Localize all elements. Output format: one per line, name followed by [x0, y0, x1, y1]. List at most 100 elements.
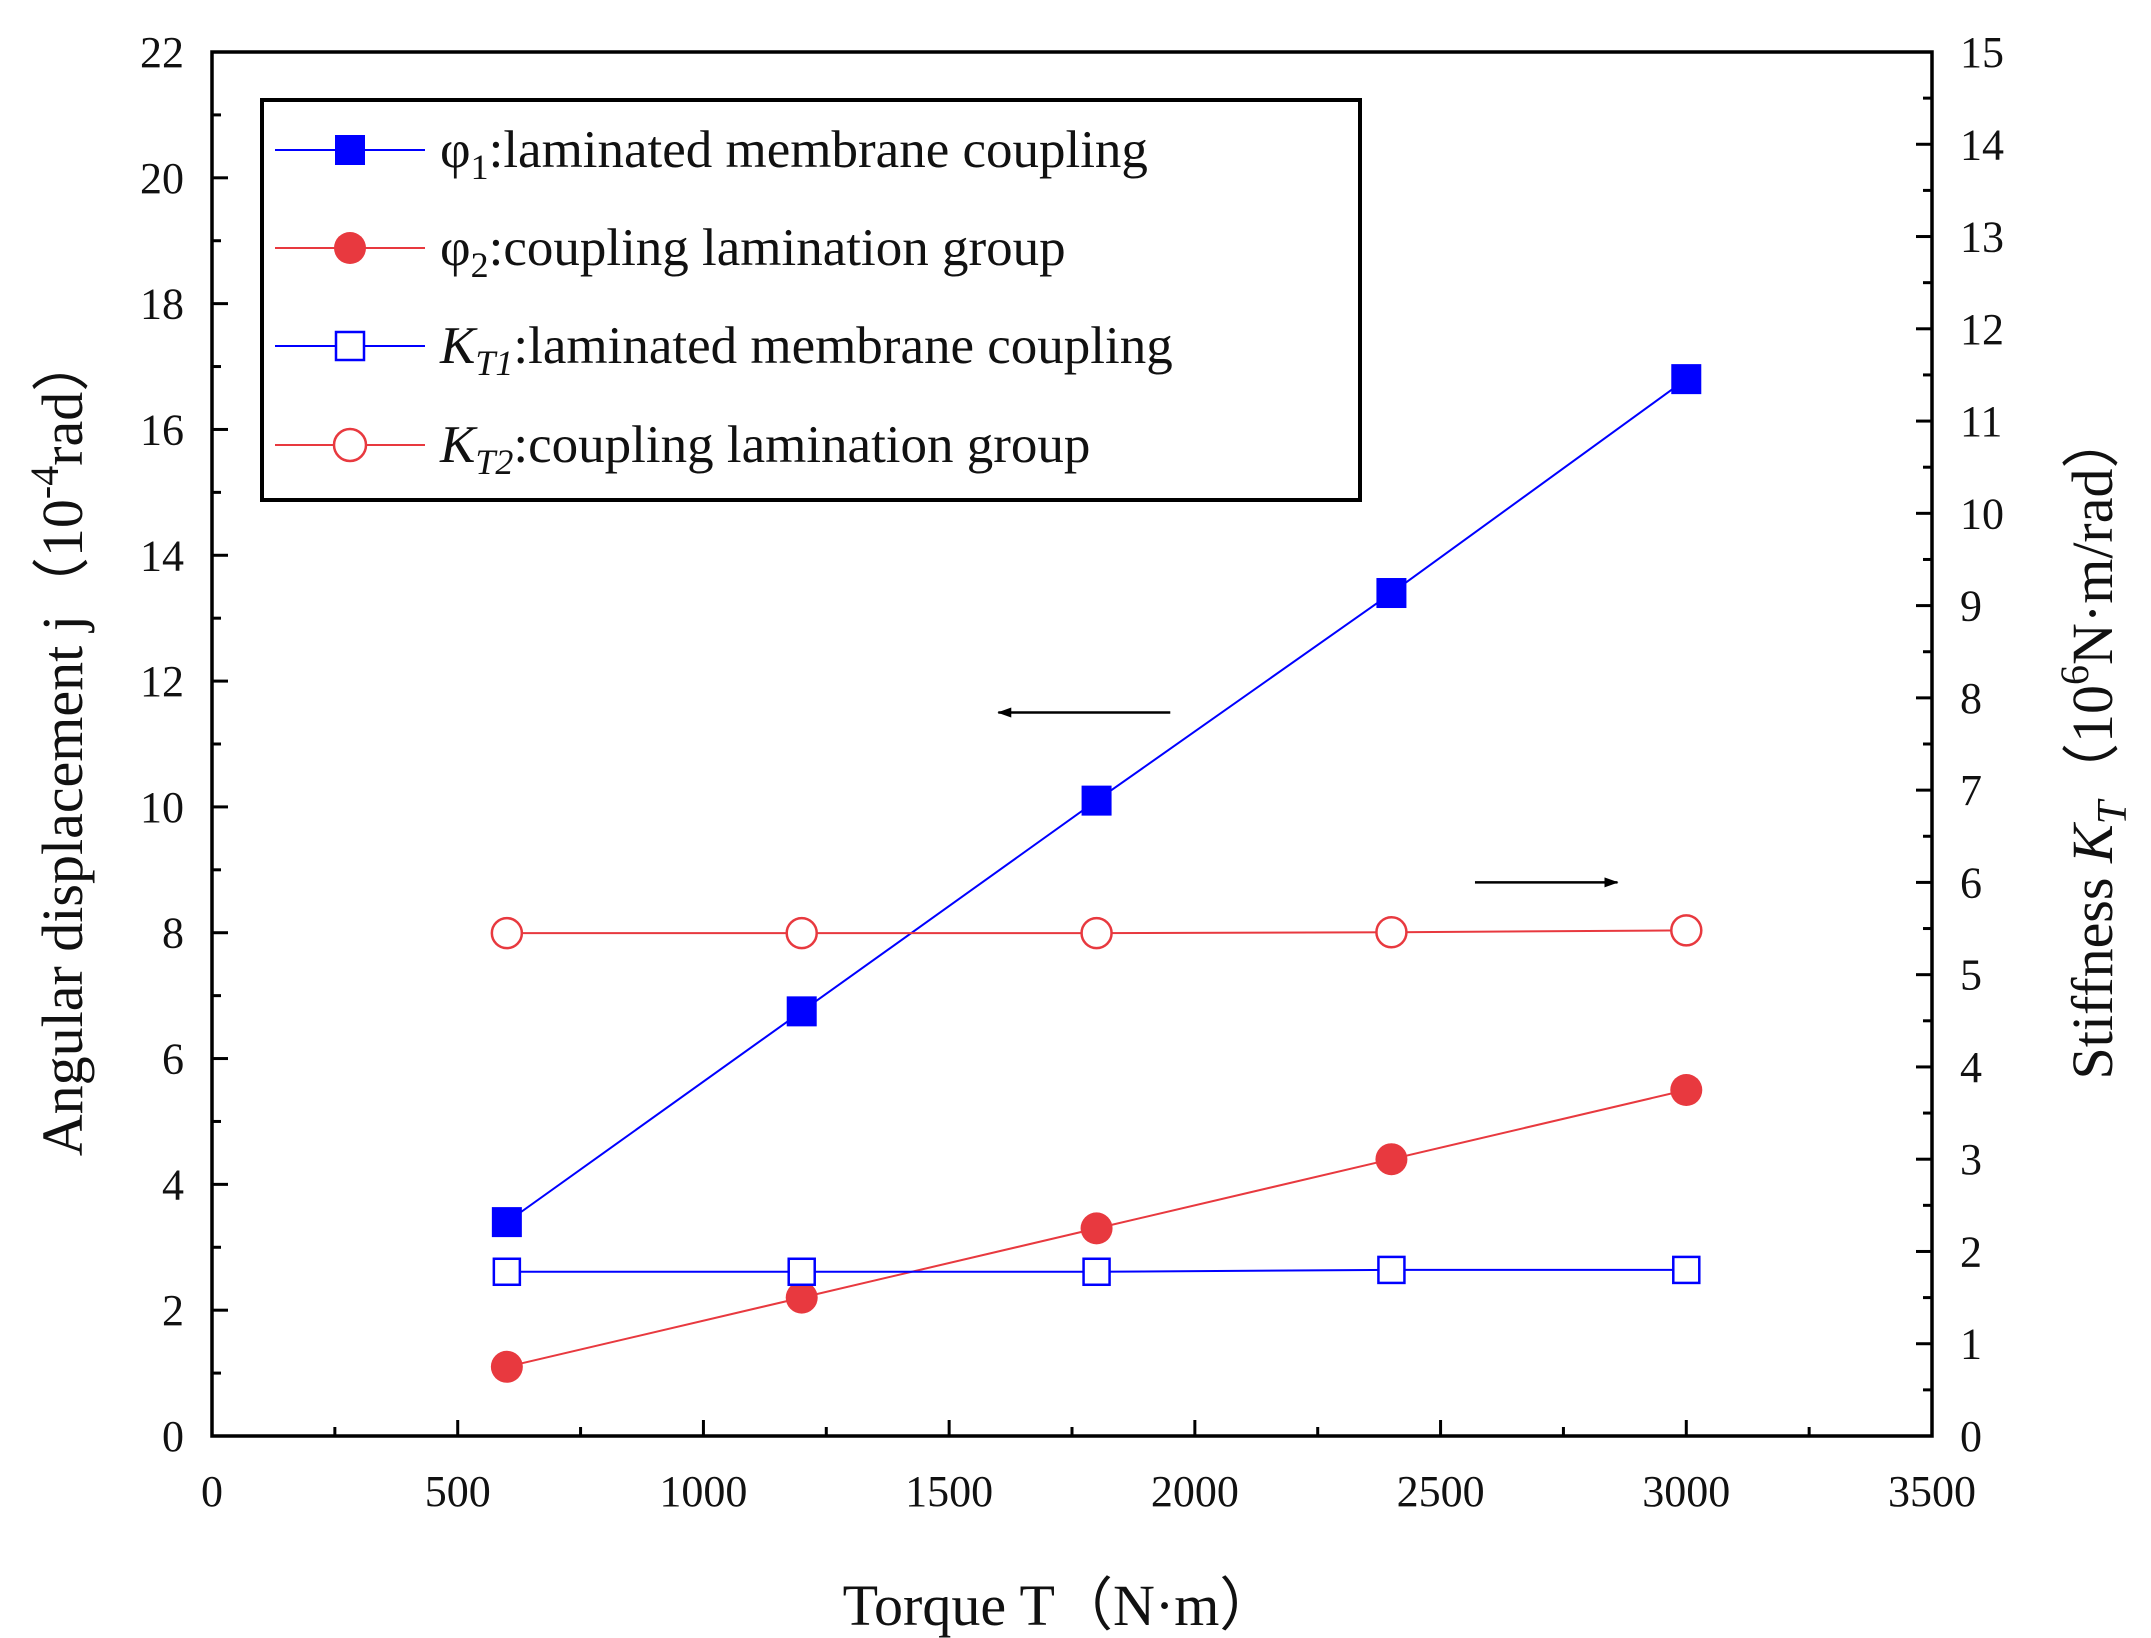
x-tick-label: 2500 [1397, 1467, 1485, 1516]
data-point-kt1 [1082, 1257, 1111, 1287]
y-left-tick-label: 16 [140, 405, 184, 454]
data-point-phi1 [491, 1207, 522, 1238]
svg-text:φ1:laminated membrane coupling: φ1:laminated membrane coupling [440, 121, 1148, 187]
svg-text:KT1:laminated membrane couplin: KT1:laminated membrane coupling [439, 317, 1173, 383]
legend-marker-filled-circle-icon [334, 232, 366, 264]
y-right-tick-label: 8 [1960, 674, 1982, 723]
y-left-tick-label: 2 [162, 1286, 184, 1335]
data-point-kt1 [1377, 1255, 1406, 1285]
data-point-kt2 [490, 916, 524, 950]
data-point-kt1 [492, 1257, 522, 1287]
plot-frame [210, 50, 1934, 1438]
legend-phi2-sub: 2 [471, 245, 489, 285]
y-left-tick-label: 14 [140, 531, 184, 580]
y-left-tick-label: 22 [140, 28, 184, 77]
y-right-tick-label: 6 [1960, 858, 1982, 907]
y-right-title-sub: T [2090, 798, 2136, 824]
y-left-tick-label: 18 [140, 280, 184, 329]
legend-entry-phi2: φ2:coupling lamination group [275, 219, 1066, 285]
x-tick-label: 2000 [1151, 1467, 1239, 1516]
data-point-phi1 [1081, 785, 1112, 816]
data-point-phi2 [1080, 1212, 1113, 1245]
y-left-tick-label: 0 [162, 1412, 184, 1461]
legend-phi2-text: :coupling lamination group [489, 219, 1066, 277]
series-kt1 [492, 1255, 1701, 1287]
y-left-tick-label: 20 [140, 154, 184, 203]
y-right-title-sup: 6 [2052, 665, 2097, 685]
y-right-title-main: Stiffness [2060, 863, 2125, 1079]
y-right-axis-title: Stiffness KT（106N·m/rad） [2052, 410, 2136, 1079]
legend-kt2-sub: T2 [475, 442, 513, 482]
y-right-title-mid: （10 [2060, 685, 2125, 801]
data-point-phi2 [1670, 1074, 1703, 1106]
y-right-tick-label: 13 [1960, 213, 2004, 262]
y-right-tick-label: 12 [1960, 305, 2004, 354]
legend: φ1:laminated membrane coupling φ2:coupli… [260, 98, 1362, 502]
data-point-kt2 [1670, 914, 1703, 947]
legend-entry-kt1: KT1:laminated membrane coupling [275, 317, 1173, 383]
y-right-title-tail: N·m/rad） [2060, 410, 2125, 665]
legend-phi1-prefix: φ [440, 121, 471, 179]
series-phi1 [491, 364, 1702, 1238]
y-right-tick-label: 15 [1960, 28, 2004, 77]
y-right-tick-label: 4 [1960, 1043, 1982, 1092]
y-right-title-italic: K [2060, 821, 2125, 864]
legend-kt2-text: :coupling lamination group [513, 416, 1090, 474]
legend-phi2-prefix: φ [440, 219, 471, 277]
legend-marker-open-circle-icon [332, 427, 368, 463]
data-point-kt1 [787, 1257, 816, 1287]
x-tick-label: 500 [425, 1467, 491, 1516]
data-point-kt2 [1375, 915, 1408, 949]
y-right-tick-label: 3 [1960, 1135, 1982, 1184]
svg-text:KT2:coupling lamination group: KT2:coupling lamination group [439, 416, 1090, 482]
x-tick-label: 3000 [1642, 1467, 1730, 1516]
x-tick-label: 1000 [659, 1467, 747, 1516]
y-left-tick-label: 4 [162, 1160, 184, 1209]
y-right-tick-label: 2 [1960, 1227, 1982, 1276]
data-point-kt1 [1672, 1255, 1701, 1285]
y-left-tick-label: 6 [162, 1035, 184, 1084]
y-right-tick-label: 0 [1960, 1412, 1982, 1461]
y-left-tick-label: 10 [140, 783, 184, 832]
y-right-tick-label: 11 [1960, 397, 2002, 446]
data-point-phi1 [786, 996, 817, 1027]
x-axis-title: Torque T（N·m） [843, 1573, 1278, 1638]
series-phi2 [490, 1074, 1703, 1383]
y-right-tick-label: 7 [1960, 766, 1982, 815]
y-right-tick-label: 14 [1960, 120, 2004, 169]
series-kt2 [490, 914, 1703, 950]
y-left-tick-label: 12 [140, 657, 184, 706]
data-point-phi1 [1376, 578, 1407, 609]
legend-marker-filled-square-icon [335, 135, 365, 165]
x-tick-label: 3500 [1888, 1467, 1976, 1516]
y-right-tick-label: 9 [1960, 582, 1982, 631]
legend-marker-open-square-icon [334, 330, 366, 362]
y-left-title-sup: -4 [22, 466, 67, 499]
legend-phi1-text: :laminated membrane coupling [489, 121, 1148, 179]
y-right-tick-label: 5 [1960, 951, 1982, 1000]
y-left-title-main: Angular displacement j（10 [30, 499, 95, 1156]
y-right-tick-label: 10 [1960, 489, 2004, 538]
legend-kt1-sub: T1 [475, 343, 513, 383]
y-left-title-tail: rad） [30, 334, 95, 466]
legend-kt1-text: :laminated membrane coupling [513, 317, 1172, 375]
y-right-tick-label: 1 [1960, 1320, 1982, 1369]
x-tick-label: 0 [201, 1467, 223, 1516]
legend-entry-kt2: KT2:coupling lamination group [275, 416, 1090, 482]
svg-text:φ2:coupling lamination group: φ2:coupling lamination group [440, 219, 1066, 285]
data-point-kt2 [785, 916, 818, 950]
data-point-kt2 [1080, 916, 1113, 950]
data-point-phi2 [490, 1350, 523, 1383]
data-point-phi2 [785, 1281, 818, 1314]
legend-entry-phi1: φ1:laminated membrane coupling [275, 121, 1148, 187]
legend-kt2-prefix: K [439, 416, 478, 474]
y-left-tick-label: 8 [162, 909, 184, 958]
y-left-axis-title: Angular displacement j（10-4rad） [22, 334, 95, 1157]
x-tick-label: 1500 [905, 1467, 993, 1516]
legend-box [260, 98, 1362, 502]
data-point-phi2 [1375, 1143, 1408, 1176]
legend-phi1-sub: 1 [471, 147, 489, 187]
data-point-phi1 [1671, 364, 1702, 395]
legend-kt1-prefix: K [439, 317, 478, 375]
